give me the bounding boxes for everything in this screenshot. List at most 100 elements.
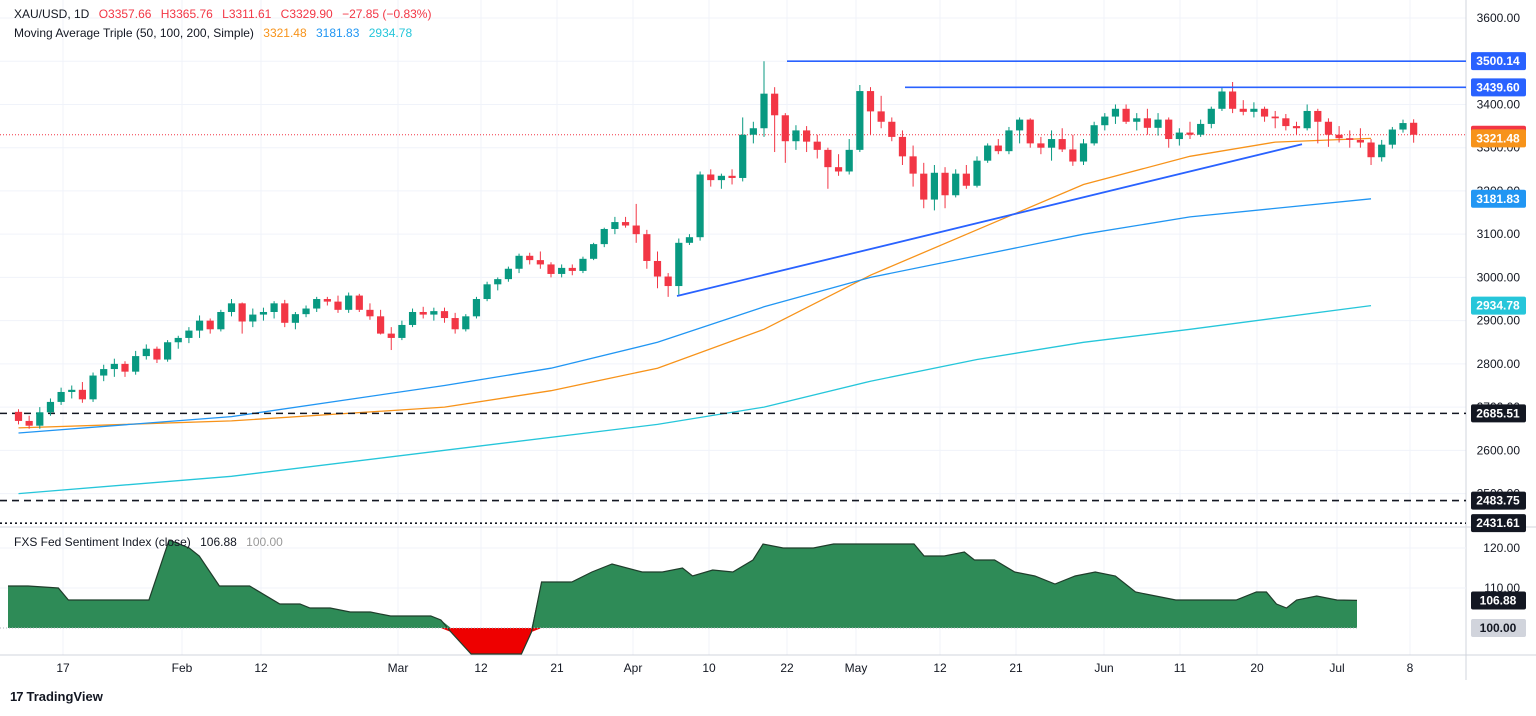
candle-body-58: [632, 225, 640, 235]
candle-98: [1058, 128, 1066, 153]
ma-line-1: [18, 198, 1372, 434]
candle-body-26: [291, 314, 299, 323]
candle-130: [1399, 119, 1407, 133]
candle-76: [824, 147, 832, 189]
price-tick-10: 2600.00: [1477, 443, 1521, 457]
candle-body-29: [323, 299, 331, 302]
candle-113: [1218, 87, 1226, 111]
candle-body-96: [1037, 143, 1045, 148]
sentiment-badge: 106.88: [1471, 591, 1526, 610]
candle-96: [1037, 136, 1045, 155]
candle-body-77: [834, 167, 843, 172]
candle-body-78: [845, 149, 853, 172]
candle-body-34: [377, 316, 385, 334]
tradingview-brand[interactable]: 17 TradingView: [10, 689, 103, 704]
time-label-0: 17: [56, 661, 70, 675]
candle-body-100: [1079, 143, 1088, 162]
candle-88: [952, 169, 960, 198]
candle-29: [323, 296, 331, 306]
candle-103: [1111, 104, 1120, 124]
candle-body-14: [164, 342, 172, 360]
candle-body-44: [483, 284, 491, 300]
candlesticks[interactable]: [14, 61, 1418, 429]
candle-body-37: [408, 311, 417, 325]
candle-70: [760, 61, 768, 137]
candle-37: [408, 308, 417, 328]
candle-body-79: [856, 91, 864, 150]
symbol-label[interactable]: XAU/USD, 1D: [14, 7, 90, 21]
candle-81: [877, 95, 885, 129]
candle-47: [515, 253, 523, 274]
candle-95: [1026, 118, 1034, 148]
candle-91: [984, 143, 992, 163]
sentiment-label[interactable]: FXS Fed Sentiment Index (close): [14, 535, 191, 549]
grid-lines: [0, 0, 1536, 680]
candle-body-27: [302, 308, 310, 315]
ma-label[interactable]: Moving Average Triple (50, 100, 200, Sim…: [14, 26, 254, 40]
candle-body-85: [920, 173, 928, 200]
candle-17: [195, 315, 204, 338]
price-badge-8: 2431.61: [1471, 514, 1526, 533]
candle-24: [270, 301, 278, 319]
time-label-9: May: [845, 661, 868, 675]
candle-body-42: [462, 316, 470, 330]
candle-body-61: [664, 276, 672, 287]
candle-92: [994, 139, 1002, 155]
candle-58: [632, 203, 640, 243]
candle-67: [728, 169, 736, 185]
candle-body-125: [1346, 138, 1354, 140]
price-badge-8-text: 2431.61: [1476, 516, 1520, 530]
candle-43: [472, 296, 481, 319]
candle-28: [313, 296, 321, 312]
price-badge-4-bg: [1471, 189, 1526, 208]
candle-10: [121, 361, 129, 377]
close-value: C3329.90: [280, 7, 333, 21]
candle-body-63: [685, 237, 694, 243]
candle-63: [685, 234, 694, 245]
candle-body-31: [345, 295, 353, 310]
candle-119: [1282, 113, 1290, 131]
candle-body-36: [398, 324, 406, 338]
candle-body-20: [227, 303, 236, 312]
candle-25: [281, 299, 289, 328]
candle-body-46: [504, 268, 512, 280]
sentiment-value: 106.88: [200, 535, 237, 549]
time-axis[interactable]: 17 Feb 12 Mar 12 21 Apr 10 22 May 12 21 Jun 11 20 Jul 8: [56, 661, 1413, 675]
candle-body-81: [877, 111, 885, 122]
candle-71: [771, 87, 779, 153]
candle-60: [653, 251, 662, 289]
candle-body-72: [781, 115, 789, 142]
price-badge-6-text: 2685.51: [1476, 406, 1520, 420]
candle-44: [483, 281, 491, 302]
candle-body-7: [89, 375, 97, 400]
sentiment-line: [8, 539, 1358, 655]
candle-1: [25, 415, 33, 429]
candle-body-114: [1229, 91, 1237, 109]
candle-39: [430, 307, 438, 321]
candle-107: [1154, 113, 1162, 136]
candle-34: [377, 309, 385, 335]
candle-12: [142, 344, 150, 360]
candle-body-101: [1090, 125, 1098, 144]
ma200-value: 2934.78: [368, 26, 413, 40]
candle-72: [781, 113, 789, 163]
candle-82: [888, 117, 896, 142]
candle-80: [866, 87, 875, 135]
candle-110: [1186, 121, 1194, 140]
candle-body-28: [313, 299, 321, 309]
candle-body-50: [547, 264, 555, 274]
price-badge-0-text: 3500.14: [1476, 54, 1520, 68]
time-label-8: 22: [780, 661, 794, 675]
candle-body-108: [1165, 119, 1173, 140]
candle-body-62: [675, 242, 683, 287]
candle-62: [675, 238, 683, 295]
candle-68: [739, 117, 747, 182]
price-badge-4-text: 3181.83: [1476, 192, 1520, 206]
candle-116: [1250, 102, 1258, 118]
candle-body-123: [1324, 121, 1333, 135]
candle-79: [856, 85, 864, 153]
tradingview-logo-icon: 17: [10, 689, 24, 704]
candle-body-21: [238, 303, 246, 322]
price-badge-7: 2483.75: [1471, 491, 1526, 510]
